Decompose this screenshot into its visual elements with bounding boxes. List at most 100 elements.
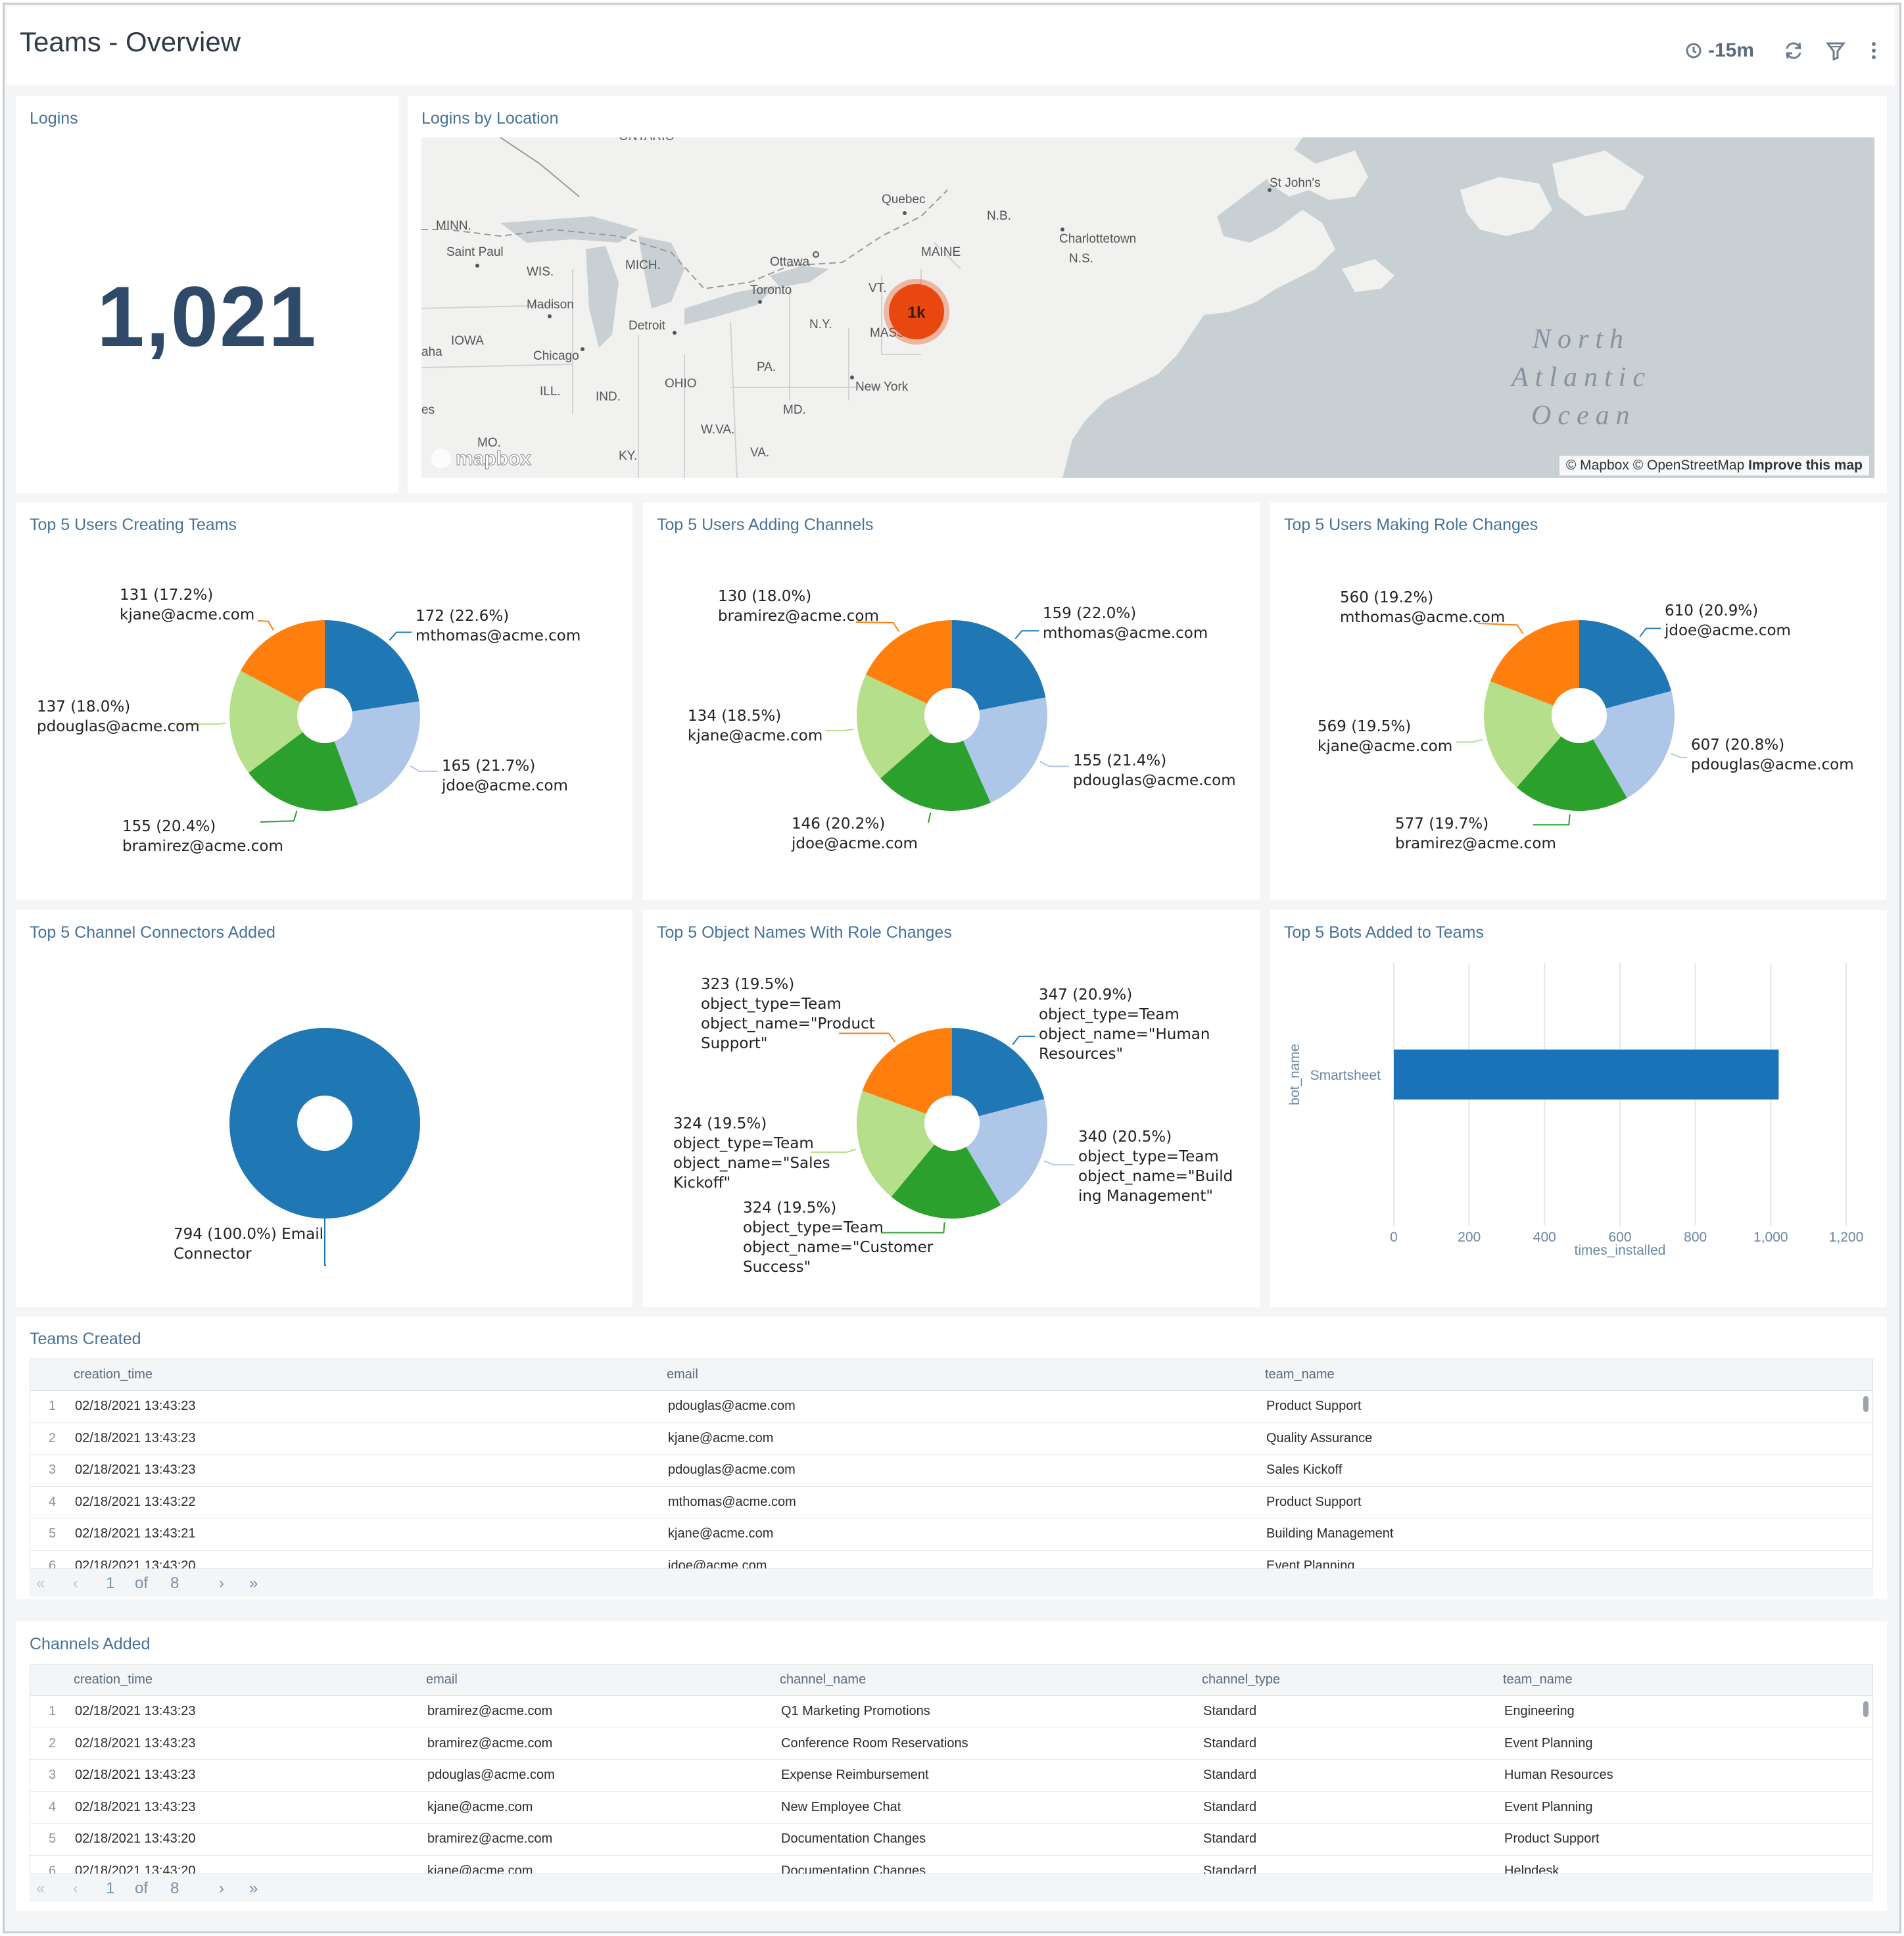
donut-hole: [924, 1096, 980, 1151]
map-label: MICH.: [625, 258, 661, 272]
row-index: 3: [49, 1768, 57, 1782]
table-scrollbar[interactable]: [1863, 1701, 1868, 1717]
teams-created-panel: Teams Created creation_time email team_nam…: [16, 1317, 1887, 1599]
table-cell: Standard: [1203, 1863, 1257, 1874]
pie-data-label: 172 (22.6%) mthomas@acme.com: [416, 608, 581, 644]
column-header[interactable]: email: [426, 1672, 458, 1687]
leader-line: [175, 722, 226, 725]
table-row[interactable]: 3 02/18/2021 13:43:23 pdouglas@acme.com Exp…: [30, 1760, 1872, 1792]
table-cell: pdouglas@acme.com: [668, 1463, 796, 1477]
table-cell: Helpdesk: [1504, 1863, 1559, 1874]
table-cell: Standard: [1203, 1831, 1257, 1846]
pager-prev-button[interactable]: ‹: [73, 1574, 78, 1592]
map-attribution: © Mapbox © OpenStreetMap Improve this ma…: [1559, 456, 1869, 475]
x-tick-label: 600: [1608, 1230, 1631, 1245]
pager-last-button[interactable]: »: [249, 1574, 258, 1592]
time-range-button[interactable]: -15m: [1708, 39, 1755, 61]
leader-line: [1639, 627, 1661, 637]
pie-chart-teams: 172 (22.6%) mthomas@acme.com 165 (21.7%) jd…: [37, 587, 581, 855]
table-cell: 02/18/2021 13:43:20: [75, 1831, 196, 1846]
pie-slice[interactable]: [240, 620, 325, 715]
pager-first-button[interactable]: «: [36, 1879, 45, 1897]
pie-slice[interactable]: [891, 1123, 1001, 1219]
table-row[interactable]: 3 02/18/2021 13:43:23 pdouglas@acme.com Sal…: [30, 1455, 1872, 1487]
x-tick-label: 1,200: [1829, 1230, 1864, 1245]
table-row[interactable]: 5 02/18/2021 13:43:21 kjane@acme.com Buildi…: [30, 1518, 1872, 1551]
pager-next-button[interactable]: ›: [219, 1574, 224, 1592]
pie-data-label: 324 (19.5%) object_type=Team object_name="…: [743, 1199, 934, 1276]
pie-slice[interactable]: [325, 620, 419, 715]
map-label: IND.: [596, 390, 621, 404]
pie-slice[interactable]: [1490, 620, 1579, 715]
pie-slice[interactable]: [952, 1028, 1045, 1123]
table-row[interactable]: 2 02/18/2021 13:43:23 kjane@acme.com Qualit…: [30, 1423, 1872, 1455]
pie-slice[interactable]: [1516, 715, 1627, 811]
column-header[interactable]: creation_time: [74, 1367, 153, 1382]
leader-line: [324, 1219, 326, 1266]
panel-title: Top 5 Users Creating Teams: [30, 516, 237, 534]
column-header[interactable]: creation_time: [74, 1672, 153, 1687]
table-row[interactable]: 6 02/18/2021 13:43:20 kjane@acme.com Docume…: [30, 1856, 1872, 1874]
clock-icon[interactable]: [1684, 34, 1705, 67]
column-header[interactable]: team_name: [1265, 1367, 1335, 1382]
pie-slice[interactable]: [857, 674, 952, 779]
map-label: Chicago: [533, 349, 579, 363]
pie-data-label: 569 (19.5%) kjane@acme.com: [1318, 718, 1452, 755]
table-cell: kjane@acme.com: [427, 1799, 533, 1814]
map-label: es: [421, 403, 435, 417]
cluster-marker[interactable]: 1k: [884, 279, 949, 345]
table-cell: Standard: [1203, 1735, 1257, 1751]
table-cell: bramirez@acme.com: [427, 1704, 553, 1718]
pager-first-button[interactable]: «: [36, 1574, 45, 1592]
leader-line: [1533, 814, 1571, 826]
pie-data-label: 130 (18.0%) bramirez@acme.com: [718, 588, 879, 625]
pager-next-button[interactable]: ›: [219, 1879, 224, 1897]
bar[interactable]: [1394, 1050, 1779, 1100]
column-header[interactable]: channel_name: [780, 1672, 867, 1687]
row-index: 1: [49, 1704, 57, 1718]
table-row[interactable]: 5 02/18/2021 13:43:20 bramirez@acme.com Doc…: [30, 1824, 1872, 1856]
pie-data-label: 155 (20.4%) bramirez@acme.com: [122, 818, 283, 855]
pie-slice[interactable]: [952, 620, 1046, 715]
map-label: VT.: [869, 281, 886, 295]
filter-icon[interactable]: [1824, 34, 1847, 67]
more-vertical-icon[interactable]: [1867, 34, 1880, 67]
table-row[interactable]: 4 02/18/2021 13:43:22 mthomas@acme.com Prod…: [30, 1487, 1872, 1518]
row-index: 1: [49, 1399, 57, 1413]
x-axis-label: times_installed: [1575, 1243, 1666, 1258]
leader-line: [855, 621, 900, 632]
table-row[interactable]: 6 02/18/2021 13:43:20 jdoe@acme.com Event P…: [30, 1551, 1872, 1569]
pie-data-label: 159 (22.0%) mthomas@acme.com: [1043, 605, 1208, 642]
column-header[interactable]: channel_type: [1202, 1672, 1280, 1687]
table-cell: 02/18/2021 13:43:23: [75, 1430, 196, 1445]
improve-map-link[interactable]: Improve this map: [1748, 458, 1863, 473]
y-tick-label: Smartsheet: [1310, 1068, 1381, 1083]
panel-title: Top 5 Bots Added to Teams: [1284, 923, 1484, 942]
users-adding-channels-panel: Top 5 Users Adding Channels 159 (22.0%) m…: [643, 502, 1260, 900]
pie-data-label: 134 (18.5%) kjane@acme.com: [688, 708, 822, 744]
map-label: PA.: [757, 360, 776, 374]
pie-chart-channels: 159 (22.0%) mthomas@acme.com 155 (21.4%) pd…: [688, 588, 1236, 852]
pager-prev-button[interactable]: ‹: [73, 1879, 78, 1897]
pager-of-label: of: [135, 1879, 149, 1897]
table-row[interactable]: 1 02/18/2021 13:43:23 bramirez@acme.com Q1 …: [30, 1696, 1872, 1728]
leader-line: [881, 1222, 945, 1234]
teams-created-table: creation_time email team_name 1 02/18/2021 1…: [30, 1359, 1873, 1569]
table-cell: 02/18/2021 13:43:23: [75, 1768, 196, 1782]
table-row[interactable]: 4 02/18/2021 13:43:23 kjane@acme.com New Em…: [30, 1792, 1872, 1824]
refresh-icon[interactable]: [1782, 34, 1805, 67]
leader-line: [1671, 752, 1687, 758]
pie-slice[interactable]: [880, 715, 991, 811]
column-header[interactable]: team_name: [1503, 1672, 1573, 1687]
pie-slice[interactable]: [229, 671, 325, 773]
table-row[interactable]: 2 02/18/2021 13:43:23 bramirez@acme.com Con…: [30, 1728, 1872, 1760]
column-header[interactable]: email: [667, 1367, 698, 1382]
table-row[interactable]: 1 02/18/2021 13:43:23 pdouglas@acme.com Pro…: [30, 1391, 1872, 1423]
pie-slice[interactable]: [1579, 620, 1672, 715]
pager-last-button[interactable]: »: [249, 1879, 258, 1897]
pie-slice[interactable]: [862, 1028, 952, 1123]
table-scrollbar[interactable]: [1863, 1396, 1868, 1412]
donut-hole: [297, 688, 352, 743]
map-view[interactable]: ONTARIO Quebec St John's MINN. N.B. Char…: [421, 137, 1874, 478]
pie-slice[interactable]: [865, 620, 952, 715]
